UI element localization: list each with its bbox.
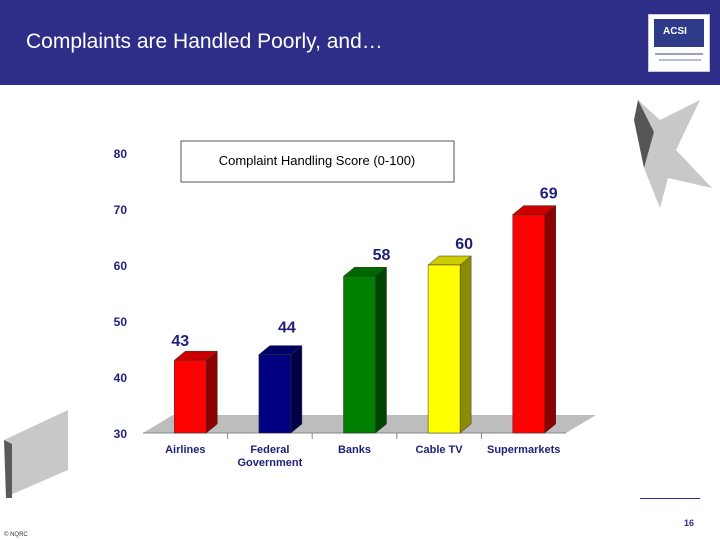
bar-side — [544, 205, 556, 434]
data-label: 60 — [455, 236, 473, 253]
bar-side — [459, 255, 472, 434]
x-tick-label: Government — [238, 457, 303, 469]
chart-title-box — [180, 140, 455, 183]
bar — [174, 359, 207, 434]
bar-side — [290, 345, 303, 434]
y-tick-label: 40 — [114, 371, 128, 385]
slide-title: Complaints are Handled Poorly, and… — [26, 30, 383, 53]
logo-emblem: ACSI — [654, 19, 704, 47]
x-tick-label: Airlines — [165, 444, 205, 456]
y-tick-label: 70 — [114, 203, 128, 217]
page-number: 16 — [684, 518, 695, 528]
y-tick-label: 60 — [114, 259, 128, 273]
logo-text: ACSI — [663, 26, 687, 37]
bar — [427, 264, 461, 434]
bar — [512, 214, 545, 434]
corner-shadow — [4, 440, 12, 498]
data-label: 44 — [278, 320, 296, 337]
logo-divider — [655, 53, 703, 55]
bar — [258, 354, 292, 434]
x-tick-label: Banks — [338, 444, 371, 456]
star-shadow — [634, 100, 654, 168]
bar-side — [375, 266, 387, 434]
footer-divider — [640, 498, 700, 499]
logo-divider — [659, 59, 701, 61]
y-tick-label: 30 — [114, 427, 128, 441]
data-label: 58 — [373, 247, 391, 264]
data-label: 43 — [171, 333, 189, 350]
data-label: 69 — [540, 186, 558, 203]
acsi-logo: ACSI — [648, 14, 710, 72]
chart-title: Complaint Handling Score (0-100) — [219, 153, 416, 168]
y-tick-label: 80 — [114, 147, 128, 161]
y-tick-label: 50 — [114, 315, 128, 329]
bar-side — [206, 350, 218, 434]
x-tick-label: Cable TV — [416, 444, 464, 456]
x-tick-label: Federal — [250, 444, 289, 456]
header-bar: Complaints are Handled Poorly, and… ACSI — [0, 0, 720, 85]
x-tick-label: Supermarkets — [487, 444, 560, 456]
star-decoration — [638, 100, 712, 208]
bar — [343, 275, 376, 434]
copyright: © NQRC — [4, 532, 28, 538]
corner-decoration — [4, 410, 68, 496]
